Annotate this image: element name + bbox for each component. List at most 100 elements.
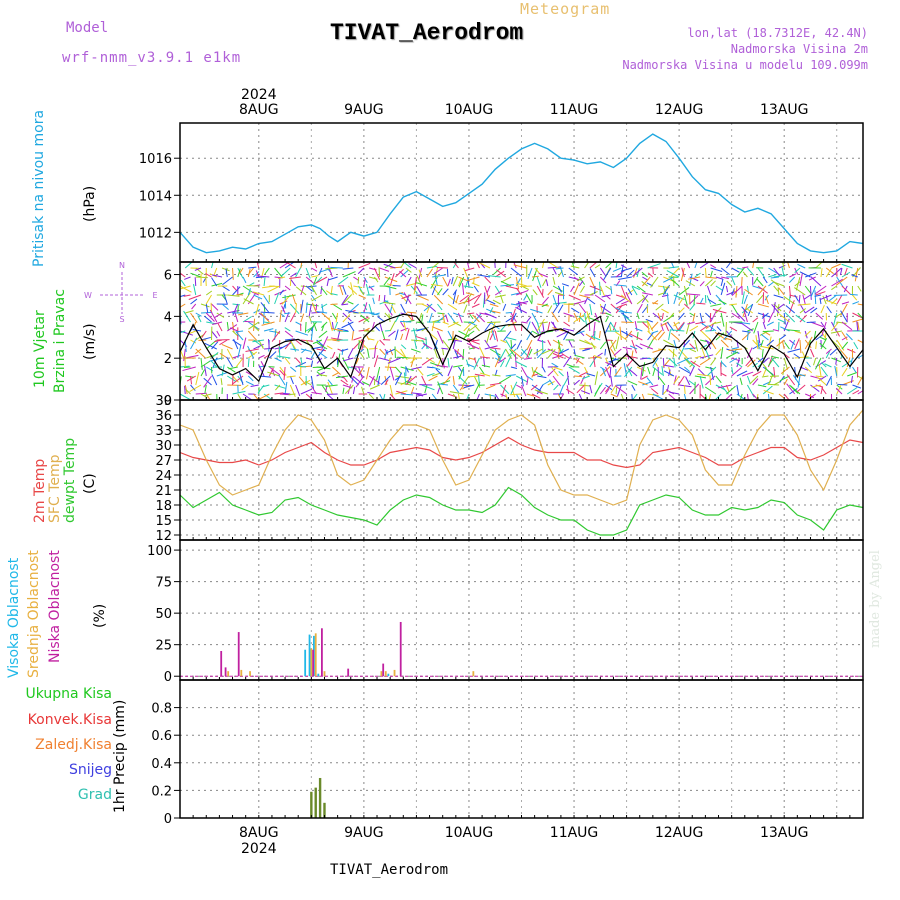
wind-arrow (620, 267, 632, 272)
wind-arrow (510, 381, 518, 395)
wind-arrow (836, 321, 847, 324)
wind-arrow (289, 384, 296, 398)
wind-arrow (403, 372, 407, 386)
wind-arrow (817, 375, 827, 382)
wind-arrow (642, 292, 653, 296)
wind-arrow (494, 355, 501, 368)
wind-arrow (373, 267, 381, 280)
wind-arrow (584, 347, 593, 350)
wind-arrow (447, 365, 453, 377)
wind-arrow (459, 294, 470, 303)
cloud-bar (312, 649, 315, 677)
wind-arrow (840, 310, 848, 323)
wind-arrow (232, 303, 239, 316)
wind-arrow (799, 272, 803, 287)
wind-arrow (310, 294, 317, 302)
wind-arrow (589, 276, 596, 290)
wind-arrow (693, 294, 696, 305)
wind-arrow (342, 357, 350, 370)
y-tick-label: 0.2 (151, 784, 172, 799)
wind-arrow (316, 348, 326, 352)
wind-arrow (318, 330, 328, 338)
wind-arrow (825, 268, 832, 278)
wind-arrow (559, 266, 565, 278)
wind-arrow (335, 375, 349, 379)
wind-arrow (337, 330, 349, 333)
wind-arrow (526, 316, 532, 323)
wind-arrow (357, 276, 360, 284)
wind-arrow (505, 348, 512, 359)
wind-arrow (715, 285, 724, 291)
wind-arrow (279, 366, 287, 376)
wind-arrow (694, 339, 699, 352)
wind-arrow (471, 303, 480, 308)
wind-arrow (467, 276, 480, 281)
wind-arrow (720, 372, 727, 377)
wind-arrow (428, 375, 438, 382)
wind-arrow (785, 305, 796, 314)
wind-arrow (828, 294, 838, 302)
wind-arrow (381, 330, 386, 341)
wind-arrow (670, 332, 680, 341)
wind-arrow (635, 344, 643, 350)
wind-arrow (668, 369, 671, 377)
wind-arrow (747, 303, 754, 316)
wind-arrow (494, 262, 496, 269)
wind-arrow (708, 325, 717, 332)
wind-arrow (746, 285, 750, 295)
wind-arrow (395, 268, 404, 278)
wind-arrow (421, 357, 433, 366)
wind-arrow (721, 361, 727, 368)
wind-arrow (669, 391, 680, 395)
wind-arrow (353, 285, 363, 289)
wind-arrow (689, 295, 699, 305)
wind-arrow (434, 272, 438, 287)
wind-arrow (631, 393, 633, 400)
wind-arrow (825, 348, 832, 355)
compass-s: S (119, 315, 124, 324)
wind-arrow (552, 285, 563, 292)
wind-arrow (383, 276, 391, 286)
wind-arrow (361, 381, 370, 386)
wind-arrow (242, 292, 251, 305)
wind-arrow (616, 384, 622, 397)
wind-arrow (400, 303, 406, 314)
wind-arrow (726, 280, 733, 287)
wind-arrow (647, 321, 650, 333)
wind-arrow (311, 275, 319, 278)
wind-arrow (431, 285, 437, 296)
wind-arrow (496, 269, 507, 278)
wind-arrow (612, 321, 617, 331)
wind-arrow (538, 272, 548, 278)
wind-arrow (790, 385, 801, 395)
x-tick-label-top: 13AUG (760, 102, 809, 118)
wind-arrow (752, 378, 759, 386)
wind-arrow (652, 312, 663, 321)
wind-arrow (804, 285, 812, 294)
wind-arrow (710, 323, 714, 332)
wind-arrow (700, 346, 706, 359)
wind-arrow (615, 387, 618, 395)
wind-arrow (622, 346, 632, 350)
wind-arrow (720, 267, 730, 275)
wind-arrow (454, 348, 465, 359)
wind-arrow (547, 321, 551, 332)
wind-arrow (458, 276, 465, 288)
wind-arrow (437, 314, 447, 323)
wind-arrow (760, 333, 769, 341)
wind-arrow (716, 326, 722, 332)
wind-arrow (384, 303, 393, 316)
wind-arrow (645, 318, 654, 323)
wind-arrow (829, 348, 838, 356)
wind-arrow (425, 337, 428, 350)
wind-arrow (213, 267, 218, 276)
wind-arrow (819, 294, 832, 301)
compass-w: W (84, 291, 92, 300)
wind-arrow (841, 301, 850, 305)
wind-arrow (841, 271, 851, 278)
wind-arrow (379, 348, 386, 356)
wind-arrow (825, 299, 837, 305)
wind-arrow (767, 312, 774, 323)
wind-arrow (685, 376, 691, 386)
wind-arrow (616, 303, 627, 309)
